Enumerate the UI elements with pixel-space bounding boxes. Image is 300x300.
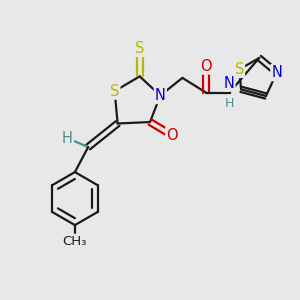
Text: H: H: [62, 131, 73, 146]
Text: S: S: [235, 62, 244, 77]
Text: CH₃: CH₃: [63, 235, 87, 248]
Text: N: N: [224, 76, 235, 91]
Text: N: N: [155, 88, 166, 103]
Text: S: S: [135, 41, 144, 56]
Text: S: S: [110, 84, 119, 99]
Text: O: O: [166, 128, 178, 143]
Text: N: N: [272, 65, 282, 80]
Text: H: H: [225, 97, 234, 110]
Text: O: O: [200, 58, 212, 74]
